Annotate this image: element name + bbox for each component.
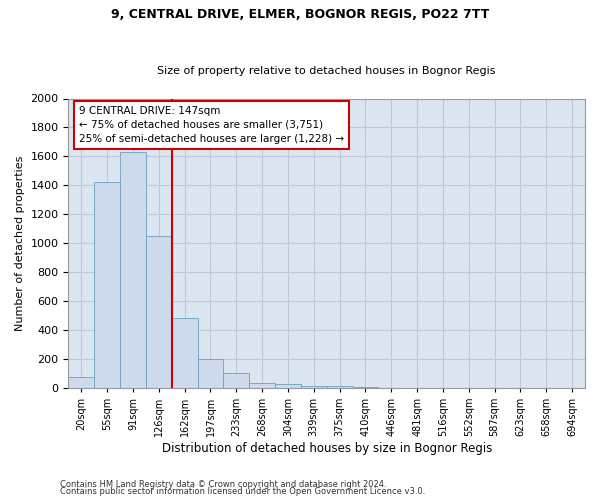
Bar [172, 318, 197, 388]
Bar [275, 384, 301, 388]
Text: Contains HM Land Registry data © Crown copyright and database right 2024.: Contains HM Land Registry data © Crown c… [60, 480, 386, 489]
X-axis label: Distribution of detached houses by size in Bognor Regis: Distribution of detached houses by size … [161, 442, 492, 455]
Bar [249, 383, 275, 388]
Bar [223, 374, 249, 388]
Text: Contains public sector information licensed under the Open Government Licence v3: Contains public sector information licen… [60, 487, 425, 496]
Bar [197, 359, 223, 388]
Y-axis label: Number of detached properties: Number of detached properties [15, 156, 25, 331]
Text: 9 CENTRAL DRIVE: 147sqm
← 75% of detached houses are smaller (3,751)
25% of semi: 9 CENTRAL DRIVE: 147sqm ← 75% of detache… [79, 106, 344, 144]
Bar [146, 236, 172, 388]
Bar [353, 387, 379, 388]
Bar [327, 386, 353, 388]
Bar [301, 386, 327, 388]
Title: Size of property relative to detached houses in Bognor Regis: Size of property relative to detached ho… [157, 66, 496, 76]
Bar [68, 377, 94, 388]
Bar [94, 182, 120, 388]
Text: 9, CENTRAL DRIVE, ELMER, BOGNOR REGIS, PO22 7TT: 9, CENTRAL DRIVE, ELMER, BOGNOR REGIS, P… [111, 8, 489, 20]
Bar [120, 152, 146, 388]
